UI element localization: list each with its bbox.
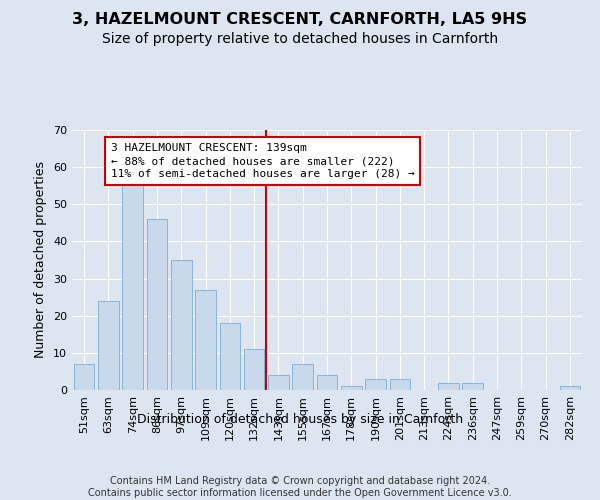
Bar — [438, 382, 459, 390]
Bar — [268, 375, 289, 390]
Bar — [365, 379, 386, 390]
Bar — [244, 349, 265, 390]
Bar — [389, 379, 410, 390]
Bar — [220, 323, 240, 390]
Text: 3, HAZELMOUNT CRESCENT, CARNFORTH, LA5 9HS: 3, HAZELMOUNT CRESCENT, CARNFORTH, LA5 9… — [73, 12, 527, 28]
Bar — [171, 260, 191, 390]
Text: Distribution of detached houses by size in Carnforth: Distribution of detached houses by size … — [137, 412, 463, 426]
Bar — [317, 375, 337, 390]
Bar — [98, 301, 119, 390]
Text: 3 HAZELMOUNT CRESCENT: 139sqm
← 88% of detached houses are smaller (222)
11% of : 3 HAZELMOUNT CRESCENT: 139sqm ← 88% of d… — [111, 143, 415, 180]
Bar — [122, 174, 143, 390]
Bar — [74, 364, 94, 390]
Text: Size of property relative to detached houses in Carnforth: Size of property relative to detached ho… — [102, 32, 498, 46]
Y-axis label: Number of detached properties: Number of detached properties — [34, 162, 47, 358]
Text: Contains HM Land Registry data © Crown copyright and database right 2024.
Contai: Contains HM Land Registry data © Crown c… — [88, 476, 512, 498]
Bar — [292, 364, 313, 390]
Bar — [341, 386, 362, 390]
Bar — [146, 219, 167, 390]
Bar — [195, 290, 216, 390]
Bar — [560, 386, 580, 390]
Bar — [463, 382, 483, 390]
